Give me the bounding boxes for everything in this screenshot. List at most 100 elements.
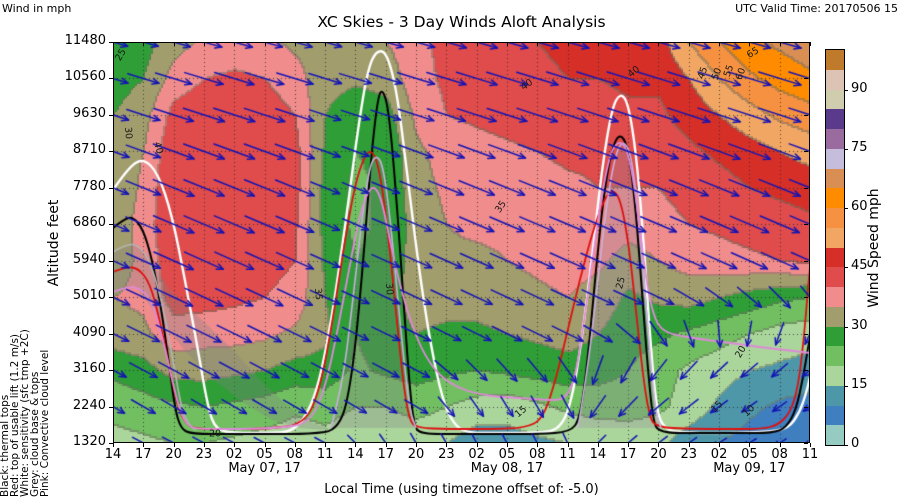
time-axis-label: Local Time (using timezone offset of: -5… (324, 482, 599, 497)
y-tick-mark (109, 370, 113, 372)
x-tick-mark-top (264, 42, 266, 46)
x-tick-mark-top (779, 42, 781, 46)
y-tick-label: 9630 (72, 105, 106, 121)
x-tick-mark-top (476, 42, 478, 46)
x-tick-mark (597, 443, 599, 447)
y-tick-mark (109, 42, 113, 43)
y-tick-label: 6860 (72, 215, 106, 231)
winds-aloft-plot-canvas (113, 42, 810, 443)
x-tick-label: 08 (771, 447, 788, 462)
y-tick-mark-right (804, 151, 808, 153)
x-date-label: May 09, 17 (713, 461, 786, 476)
x-tick-mark-top (173, 42, 175, 46)
utc-valid-time: UTC Valid Time: 20170506 15 (735, 2, 898, 15)
x-tick-mark (385, 443, 387, 447)
x-tick-label: 14 (104, 447, 122, 462)
y-tick-mark-right (804, 114, 808, 116)
colorbar-tick-mark (844, 445, 848, 446)
y-tick-mark (109, 333, 113, 335)
x-tick-label: 11 (316, 447, 334, 462)
x-tick-mark (203, 443, 205, 447)
colorbar-segment (826, 69, 844, 90)
y-tick-label: 2240 (72, 397, 106, 413)
x-tick-mark (537, 443, 539, 447)
x-tick-mark (476, 443, 478, 447)
y-tick-mark-right (804, 406, 808, 408)
colorbar-segment (826, 425, 844, 445)
colorbar-tick-mark (844, 148, 848, 150)
y-tick-mark (109, 151, 113, 153)
x-tick-mark (779, 443, 781, 447)
colorbar-segment (826, 247, 844, 268)
colorbar-segment (826, 405, 844, 426)
colorbar-segment (826, 168, 844, 189)
colorbar-tick-label: 30 (851, 317, 868, 333)
x-tick-mark (567, 443, 569, 447)
y-tick-mark-right (804, 78, 808, 80)
x-tick-mark-top (719, 42, 721, 46)
chart-title: XC Skies - 3 Day Winds Aloft Analysis (317, 13, 606, 31)
x-tick-mark-top (506, 42, 508, 46)
altitude-axis-label: Altitude feet (46, 199, 62, 287)
y-tick-mark-right (804, 443, 808, 444)
x-tick-mark-top (446, 42, 448, 46)
colorbar-tick-label: 0 (851, 436, 860, 451)
y-tick-mark (109, 78, 113, 80)
y-tick-label: 1320 (72, 434, 106, 449)
x-tick-mark (355, 443, 357, 447)
x-tick-mark-top (810, 42, 811, 46)
x-tick-label: 11 (559, 447, 576, 462)
colorbar-tick-label: 90 (851, 80, 868, 96)
x-tick-label: 17 (377, 447, 394, 462)
y-tick-mark-right (804, 187, 808, 189)
x-tick-mark (294, 443, 296, 447)
x-tick-mark-top (325, 42, 327, 46)
contour-label: 30 (382, 282, 396, 296)
colorbar-segment (826, 50, 844, 70)
y-tick-mark-right (804, 370, 808, 372)
x-tick-mark-top (143, 42, 145, 46)
x-tick-mark (810, 443, 811, 447)
x-tick-label: 17 (619, 447, 637, 462)
x-tick-mark-top (628, 42, 630, 46)
y-tick-label: 11480 (64, 33, 106, 48)
y-tick-label: 8710 (72, 142, 106, 158)
y-tick-mark (109, 297, 113, 299)
colorbar-segment (826, 109, 844, 129)
y-tick-mark-right (804, 333, 808, 335)
colorbar-segment (826, 366, 844, 386)
x-tick-mark (688, 443, 690, 447)
x-date-label: May 07, 17 (228, 461, 301, 476)
x-tick-mark-top (385, 42, 387, 46)
y-tick-mark (109, 224, 113, 226)
y-tick-label: 4090 (72, 324, 106, 340)
colorbar-tick-mark (844, 267, 848, 269)
y-tick-label: 3160 (72, 361, 106, 377)
x-tick-mark-top (113, 42, 114, 46)
x-tick-label: 02 (468, 447, 485, 462)
colorbar-tick-label: 75 (851, 139, 868, 155)
x-tick-mark (416, 443, 418, 447)
x-tick-mark (113, 443, 114, 447)
legend-pink-convective: Pink: Convective cloud level (39, 349, 51, 497)
y-tick-mark-right (804, 42, 808, 43)
x-tick-mark (628, 443, 630, 447)
x-tick-label: 02 (710, 447, 728, 462)
y-tick-mark (109, 114, 113, 116)
colorbar-segment (826, 208, 844, 228)
x-tick-mark-top (355, 42, 357, 46)
wind-units-note: Wind in mph (2, 2, 72, 15)
contour-label: 20 (208, 428, 222, 440)
x-tick-mark-top (537, 42, 539, 46)
colorbar-segment (826, 287, 844, 307)
y-tick-mark-right (804, 224, 808, 226)
colorbar-tick-label: 15 (851, 376, 868, 392)
colorbar-segment (826, 89, 844, 110)
colorbar-segment (826, 306, 844, 327)
x-tick-mark (658, 443, 660, 447)
x-tick-label: 02 (225, 447, 243, 462)
x-tick-label: 11 (801, 447, 819, 462)
colorbar-tick-mark (844, 326, 848, 328)
x-tick-mark (325, 443, 327, 447)
